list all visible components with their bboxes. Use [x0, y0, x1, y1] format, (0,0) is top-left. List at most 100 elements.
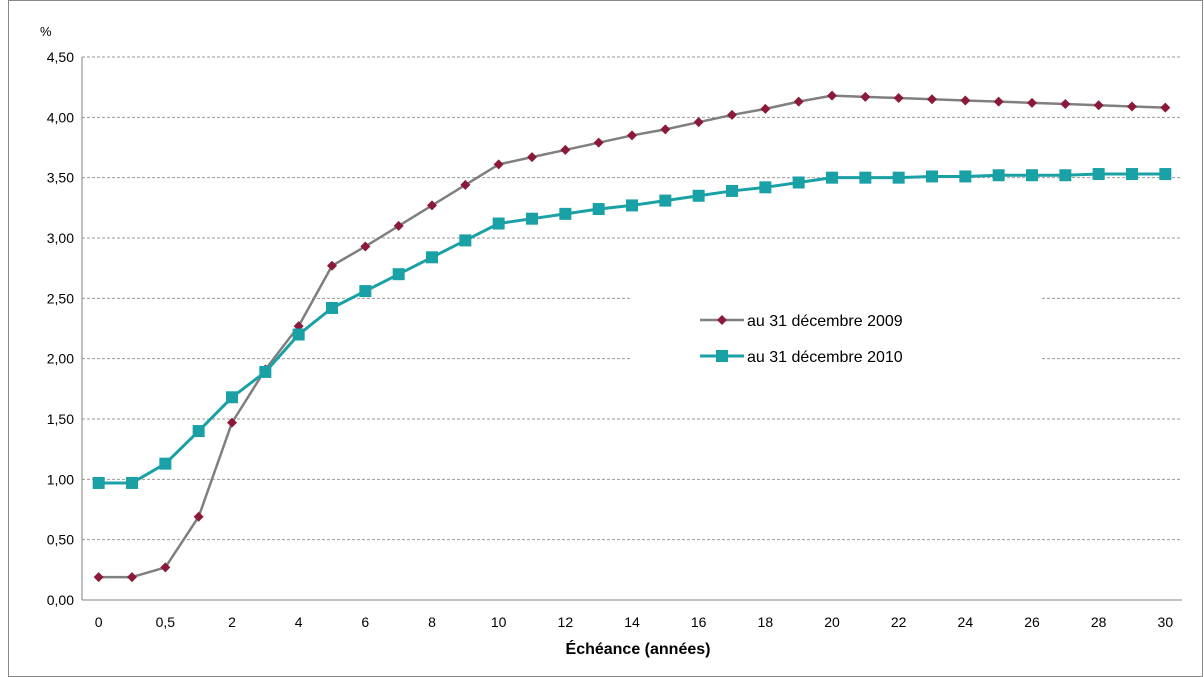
data-point [326, 301, 338, 314]
data-point [727, 109, 737, 120]
data-point [860, 91, 871, 102]
legend-marker [716, 350, 728, 362]
data-point [859, 171, 872, 184]
y-tick-label: 0,00 [47, 592, 74, 608]
x-tick-label: 0 [95, 614, 103, 630]
y-tick-label: 1,00 [47, 471, 74, 487]
y-tick-label: 4,00 [47, 109, 74, 125]
x-tick-label: 26 [1024, 614, 1040, 630]
x-axis-title: Échéance (années) [566, 639, 711, 658]
legend-entry: au 31 décembre 2009 [700, 313, 903, 330]
x-tick-label: 8 [428, 614, 436, 630]
data-point [192, 425, 205, 438]
data-point [1160, 102, 1171, 113]
data-point [259, 365, 272, 378]
data-point [127, 572, 137, 583]
data-point [1092, 168, 1105, 181]
data-point [927, 94, 937, 105]
data-point [226, 391, 238, 404]
data-point [960, 95, 971, 106]
data-point [327, 260, 337, 271]
y-tick-label: 2,00 [47, 351, 74, 367]
x-tick-label: 28 [1091, 614, 1107, 630]
legend-marker [717, 315, 727, 325]
x-tick-label: 4 [295, 614, 303, 630]
data-point [560, 144, 571, 155]
data-point [1027, 97, 1037, 108]
data-point [726, 184, 738, 197]
data-point [627, 130, 637, 141]
x-tick-label: 22 [891, 614, 907, 630]
data-point [793, 96, 804, 107]
data-point [227, 417, 237, 428]
y-tick-label: 3,50 [47, 170, 74, 186]
data-point [593, 137, 604, 148]
y-tick-label: 0,50 [47, 532, 74, 548]
y-axis-unit-label: % [40, 24, 52, 39]
data-point [1127, 101, 1137, 112]
data-point [559, 207, 572, 220]
data-point [426, 251, 438, 264]
data-point [1126, 168, 1138, 181]
data-point [93, 572, 104, 583]
data-point [492, 217, 505, 230]
x-tick-label: 14 [624, 614, 640, 630]
data-point [1059, 169, 1072, 182]
data-point [1093, 100, 1104, 111]
x-tick-label: 16 [691, 614, 707, 630]
y-tick-label: 4,50 [47, 49, 74, 65]
y-tick-label: 1,50 [47, 411, 74, 427]
data-point [360, 241, 371, 252]
data-point [159, 457, 172, 470]
data-point [527, 152, 537, 163]
legend-label: au 31 décembre 2009 [747, 313, 903, 330]
data-point [1159, 168, 1172, 181]
series-group [92, 90, 1172, 583]
x-tick-label: 6 [361, 614, 369, 630]
x-tick-label: 10 [491, 614, 507, 630]
data-point [693, 117, 704, 128]
x-tick-label: 18 [758, 614, 774, 630]
data-point [1026, 169, 1038, 182]
data-point [759, 181, 772, 194]
data-point [1060, 99, 1071, 110]
data-point [92, 476, 105, 489]
data-point [827, 90, 837, 101]
series-2 [92, 168, 1172, 489]
legend: au 31 décembre 2009 au 31 décembre 2010 [630, 296, 1040, 380]
y-tick-label: 2,50 [47, 290, 74, 306]
data-point [659, 194, 672, 207]
data-point [359, 285, 372, 298]
x-tick-label: 30 [1158, 614, 1174, 630]
data-point [193, 511, 204, 522]
legend-entry: au 31 décembre 2010 [700, 349, 903, 366]
axes: 0,000,501,001,502,002,503,003,504,004,50… [47, 49, 1182, 630]
data-point [526, 212, 538, 225]
data-point [592, 203, 605, 216]
data-point [893, 93, 904, 104]
data-point [626, 199, 638, 212]
data-point [993, 96, 1004, 107]
x-tick-label: 2 [228, 614, 236, 630]
x-tick-label: 0,5 [156, 614, 176, 630]
data-point [460, 179, 471, 190]
data-point [493, 159, 504, 170]
y-tick-label: 3,00 [47, 230, 74, 246]
data-point [126, 476, 138, 489]
data-point [892, 171, 905, 184]
x-tick-label: 20 [824, 614, 840, 630]
legend-label: au 31 décembre 2010 [747, 349, 903, 366]
data-point [792, 176, 805, 189]
data-point [459, 234, 472, 247]
x-tick-label: 24 [958, 614, 974, 630]
data-point [826, 171, 838, 184]
legend-box [630, 296, 1040, 380]
data-point [292, 328, 305, 341]
data-point [427, 200, 437, 211]
data-point [160, 562, 171, 573]
data-point [992, 169, 1005, 182]
data-point [393, 220, 404, 231]
data-point [660, 124, 671, 135]
